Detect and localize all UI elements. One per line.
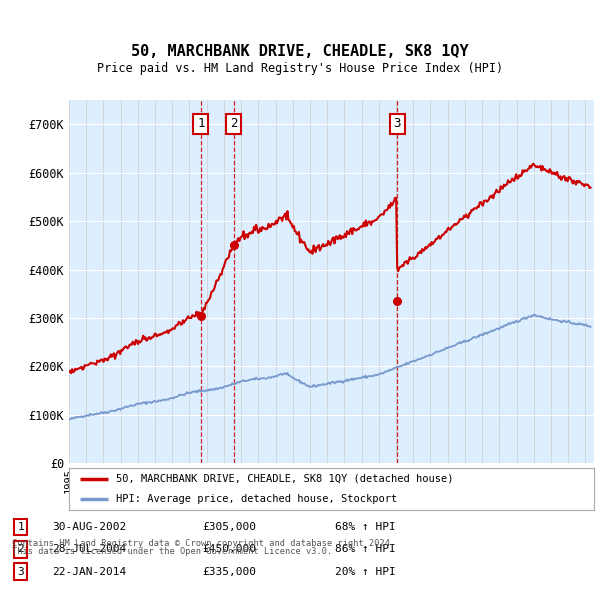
Text: 86% ↑ HPI: 86% ↑ HPI bbox=[335, 545, 395, 554]
Text: £450,000: £450,000 bbox=[202, 545, 256, 554]
Text: 2: 2 bbox=[17, 545, 24, 554]
Text: 2: 2 bbox=[230, 117, 238, 130]
Text: 68% ↑ HPI: 68% ↑ HPI bbox=[335, 522, 395, 532]
Text: Price paid vs. HM Land Registry's House Price Index (HPI): Price paid vs. HM Land Registry's House … bbox=[97, 62, 503, 75]
Text: 50, MARCHBANK DRIVE, CHEADLE, SK8 1QY: 50, MARCHBANK DRIVE, CHEADLE, SK8 1QY bbox=[131, 44, 469, 59]
Text: 30-AUG-2002: 30-AUG-2002 bbox=[52, 522, 127, 532]
Text: HPI: Average price, detached house, Stockport: HPI: Average price, detached house, Stoc… bbox=[116, 494, 398, 504]
Text: 50, MARCHBANK DRIVE, CHEADLE, SK8 1QY (detached house): 50, MARCHBANK DRIVE, CHEADLE, SK8 1QY (d… bbox=[116, 474, 454, 484]
Text: 3: 3 bbox=[17, 566, 24, 576]
Text: Contains HM Land Registry data © Crown copyright and database right 2024.: Contains HM Land Registry data © Crown c… bbox=[12, 539, 395, 548]
Text: 20% ↑ HPI: 20% ↑ HPI bbox=[335, 566, 395, 576]
Text: 1: 1 bbox=[197, 117, 205, 130]
Text: 28-JUL-2004: 28-JUL-2004 bbox=[52, 545, 127, 554]
Text: This data is licensed under the Open Government Licence v3.0.: This data is licensed under the Open Gov… bbox=[12, 548, 332, 556]
Text: 22-JAN-2014: 22-JAN-2014 bbox=[52, 566, 127, 576]
Text: 3: 3 bbox=[394, 117, 401, 130]
Text: £305,000: £305,000 bbox=[202, 522, 256, 532]
Text: £335,000: £335,000 bbox=[202, 566, 256, 576]
Text: 1: 1 bbox=[17, 522, 24, 532]
